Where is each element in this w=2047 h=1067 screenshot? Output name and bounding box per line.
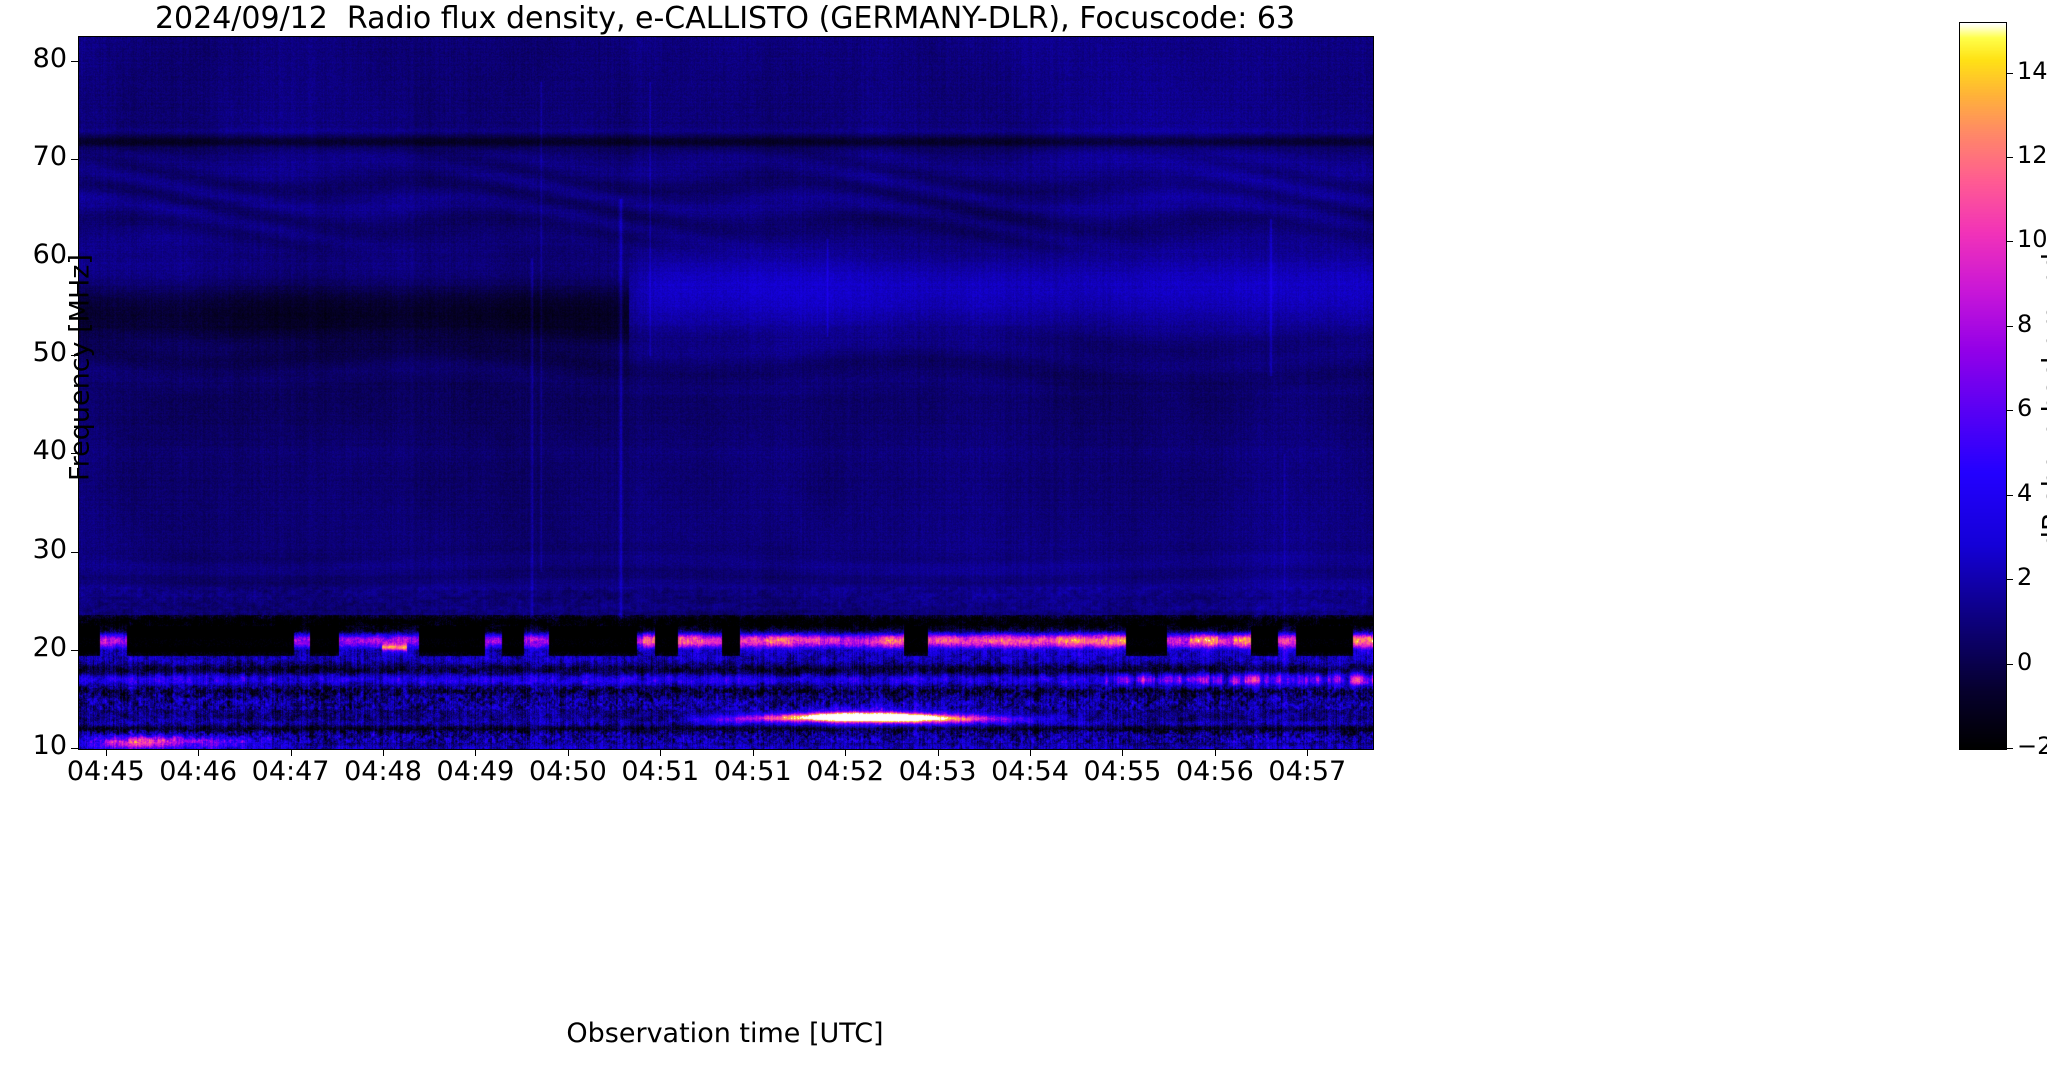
colorbar-area	[1959, 22, 2007, 750]
y-tick-mark	[71, 453, 78, 455]
x-tick-label: 04:45	[66, 756, 145, 787]
x-tick-mark	[937, 749, 939, 756]
x-tick-label: 04:50	[528, 756, 607, 787]
y-tick-label: 10	[32, 730, 67, 761]
y-axis-label: Frequency [MHz]	[64, 254, 96, 481]
page-title: 2024/09/12 Radio flux density, e-CALLIST…	[154, 1, 1296, 36]
y-tick-label: 50	[32, 337, 67, 369]
colorbar-tick-mark	[2006, 663, 2013, 665]
colorbar-tick-label: 2	[2017, 563, 2033, 592]
x-tick-label: 04:47	[251, 756, 330, 787]
x-tick-label: 04:52	[806, 756, 885, 787]
x-tick-label: 04:57	[1268, 756, 1347, 787]
x-tick-label: 04:48	[344, 756, 422, 787]
colorbar-tick-mark	[2006, 157, 2013, 159]
colorbar-tick-label: 10	[2017, 225, 2047, 254]
colorbar-tick-mark	[2006, 410, 2013, 412]
y-tick-label: 20	[32, 631, 67, 663]
x-tick-mark	[1307, 749, 1309, 756]
x-axis-label: Observation time [UTC]	[566, 1018, 884, 1049]
colorbar-tick-label: −2	[2017, 732, 2047, 760]
x-tick-mark	[383, 749, 384, 756]
x-tick-label: 04:54	[991, 756, 1069, 787]
colorbar-tick-mark	[2006, 494, 2013, 496]
x-tick-mark	[845, 749, 847, 756]
colorbar-tick-label: 14	[2017, 56, 2047, 85]
y-tick-mark	[71, 748, 78, 749]
y-tick-label: 30	[32, 533, 67, 565]
x-tick-label: 04:56	[1175, 756, 1254, 787]
colorbar-tick-mark	[2006, 72, 2013, 74]
colorbar-tick-mark	[2006, 748, 2013, 749]
x-tick-mark	[290, 749, 292, 756]
colorbar-tick-label: 8	[2017, 309, 2033, 338]
x-tick-mark	[567, 749, 569, 756]
colorbar-tick-mark	[2006, 579, 2013, 581]
colorbar-label: dB above background	[2037, 252, 2047, 549]
x-tick-mark	[660, 749, 662, 756]
x-tick-label: 04:51	[621, 756, 700, 787]
y-tick-label: 80	[32, 42, 67, 74]
x-tick-label: 04:49	[436, 756, 515, 787]
x-tick-mark	[1122, 749, 1124, 756]
colorbar-tick-label: 6	[2017, 394, 2033, 423]
y-tick-mark	[71, 649, 78, 651]
spectrogram-canvas	[79, 37, 1373, 749]
x-tick-label: 04:46	[159, 756, 238, 787]
y-tick-mark	[71, 60, 78, 62]
y-tick-label: 60	[32, 238, 67, 270]
x-tick-mark	[475, 749, 477, 756]
y-tick-label: 70	[32, 140, 67, 172]
y-tick-label: 40	[32, 435, 67, 467]
colorbar-tick-mark	[2006, 325, 2013, 327]
colorbar-tick-mark	[2006, 241, 2013, 243]
y-tick-mark	[71, 355, 78, 357]
x-tick-mark	[752, 749, 754, 756]
x-tick-label: 04:51	[713, 756, 792, 787]
y-tick-mark	[71, 158, 78, 160]
y-tick-mark	[71, 551, 78, 553]
x-tick-mark	[1030, 749, 1031, 756]
x-tick-mark	[105, 749, 107, 756]
x-tick-label: 04:55	[1083, 756, 1162, 787]
colorbar-tick-label: 0	[2017, 647, 2033, 676]
colorbar-tick-label: 4	[2017, 478, 2033, 507]
y-tick-mark	[71, 256, 78, 258]
x-tick-mark	[1214, 749, 1216, 756]
colorbar-tick-label: 12	[2017, 141, 2047, 170]
x-tick-mark	[198, 749, 200, 756]
spectrogram-plot-area	[78, 36, 1374, 750]
x-tick-label: 04:53	[898, 756, 977, 787]
colorbar-canvas	[1960, 23, 2006, 749]
